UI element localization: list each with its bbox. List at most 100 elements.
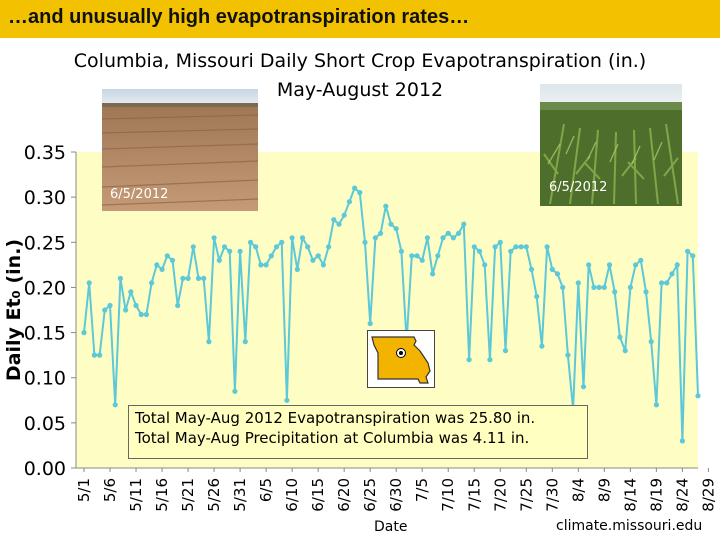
et-data-point [326, 244, 332, 250]
et-data-point [169, 257, 176, 263]
et-data-point [294, 266, 300, 272]
et-data-point [211, 235, 217, 241]
et-data-point [268, 253, 274, 259]
et-data-point [482, 262, 488, 268]
et-data-point [86, 280, 92, 286]
et-data-point [284, 397, 290, 403]
x-tick-label: 6/5 [257, 478, 275, 502]
et-data-point [279, 239, 285, 245]
y-tick-label: 0.30 [24, 187, 66, 209]
et-data-point [221, 244, 228, 250]
et-data-point [190, 244, 196, 250]
et-data-point [341, 212, 347, 218]
et-data-point [456, 230, 462, 236]
et-data-point [81, 330, 87, 336]
et-data-point [372, 235, 378, 241]
et-data-point [143, 311, 149, 318]
x-tick-label: 8/14 [621, 478, 639, 512]
et-data-point [622, 348, 628, 354]
x-tick-label: 6/10 [283, 478, 301, 512]
et-data-point [378, 230, 384, 236]
x-tick-label: 5/11 [127, 478, 145, 512]
et-data-point [393, 226, 399, 232]
et-data-point [247, 239, 254, 245]
x-tick-label: 8/4 [569, 478, 587, 502]
et-data-point [273, 244, 280, 250]
et-data-point [659, 280, 665, 286]
y-axis-label: Daily Et₀ (in.) [3, 239, 25, 381]
y-tick-label: 0.20 [24, 277, 66, 299]
x-tick-label: 6/20 [335, 478, 353, 512]
et-data-point [289, 235, 295, 241]
et-data-point [185, 275, 191, 281]
et-data-point [117, 275, 123, 281]
chart-title: Columbia, Missouri Daily Short Crop Evap… [73, 50, 647, 72]
x-tick-label: 5/31 [231, 478, 249, 512]
et-data-point [180, 275, 186, 281]
et-data-point [554, 271, 561, 277]
et-data-point [560, 284, 566, 290]
et-data-point [606, 262, 613, 268]
et-data-point [112, 402, 118, 408]
et-data-point [159, 266, 165, 272]
et-data-point [424, 235, 430, 241]
et-data-point [627, 284, 634, 290]
x-tick-label: 5/26 [205, 478, 223, 512]
et-data-point [206, 339, 212, 345]
bare-soil-photo [102, 89, 258, 211]
y-tick-label: 0.05 [24, 413, 66, 435]
et-data-point [466, 357, 472, 363]
et-data-point [544, 244, 550, 250]
et-data-point [201, 275, 207, 281]
x-tick-label: 6/15 [309, 478, 327, 512]
x-axis-label: Date [374, 519, 408, 535]
et-data-point [253, 244, 259, 250]
et-data-point [195, 275, 202, 281]
et-data-point [575, 280, 581, 286]
et-data-point [258, 262, 264, 268]
et-data-point [164, 253, 170, 259]
et-data-point [476, 248, 483, 254]
et-data-point [633, 262, 639, 268]
et-data-point [367, 320, 373, 327]
et-data-point [471, 244, 477, 250]
source-credit: climate.missouri.edu [556, 518, 703, 534]
et-data-point [97, 352, 103, 358]
et-data-point [617, 334, 623, 340]
photo-caption-corn: 6/5/2012 [549, 180, 608, 195]
et-data-point [154, 262, 160, 268]
et-data-point [128, 289, 134, 295]
et-data-point [435, 253, 441, 259]
et-data-point [398, 248, 404, 254]
chart-subtitle: May-August 2012 [276, 79, 444, 101]
et-data-point [419, 257, 425, 263]
et-data-point [331, 217, 337, 223]
et-data-point [674, 262, 680, 268]
et-data-point [492, 244, 498, 250]
et-data-point [669, 271, 675, 277]
et-data-point [315, 253, 321, 259]
et-data-point [695, 393, 701, 399]
x-tick-label: 5/16 [153, 478, 171, 512]
et-data-point [513, 244, 519, 250]
x-tick-label: 7/30 [543, 478, 561, 512]
et-data-point [502, 348, 509, 354]
et-data-point [149, 280, 155, 286]
et-data-point [357, 190, 363, 196]
et-data-point [653, 402, 660, 408]
et-data-point [263, 262, 269, 268]
et-data-point [440, 235, 446, 241]
et-data-point [601, 284, 607, 290]
slide-heading: …and unusually high evapotranspiration r… [8, 6, 470, 28]
et-data-point [216, 257, 222, 263]
et-data-point [320, 262, 326, 268]
et-data-point [362, 239, 368, 245]
x-tick-label: 7/5 [413, 478, 431, 502]
et-data-point [528, 266, 535, 272]
et-data-point [445, 230, 451, 236]
et-data-point [232, 388, 238, 394]
et-data-point [299, 235, 306, 241]
et-data-point [388, 221, 394, 227]
et-data-point [133, 302, 139, 309]
y-tick-label: 0.10 [24, 368, 66, 390]
